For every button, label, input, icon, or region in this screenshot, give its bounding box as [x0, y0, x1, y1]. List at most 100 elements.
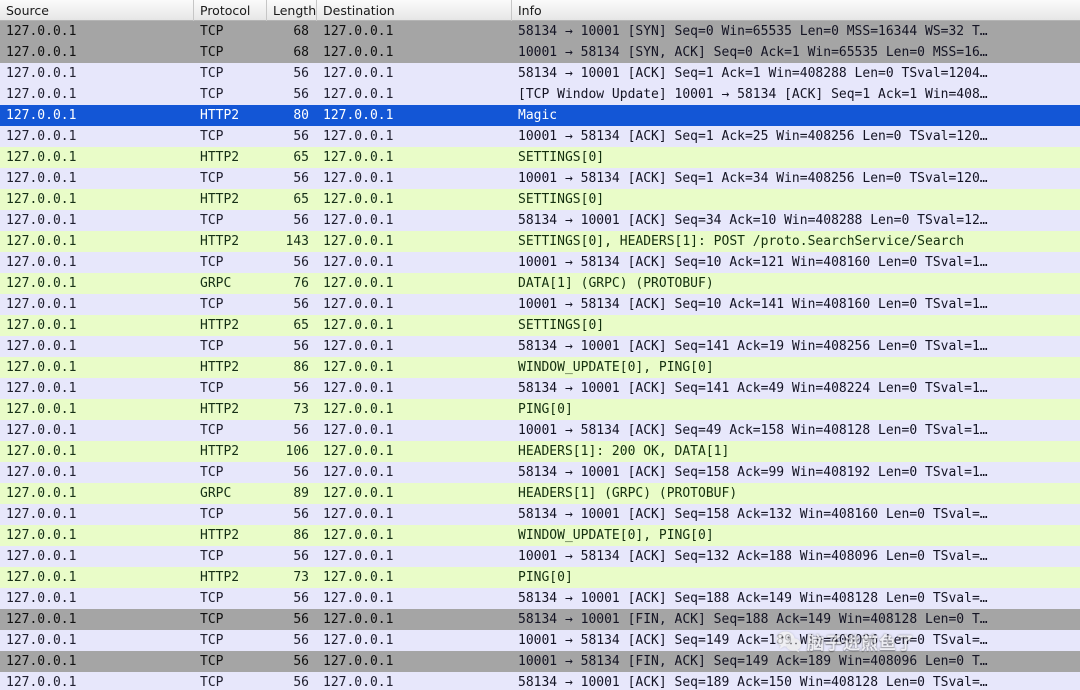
cell-length: 143	[285, 234, 309, 249]
cell-source: 127.0.0.1	[6, 423, 77, 438]
cell-length: 56	[293, 87, 309, 102]
cell-length: 56	[293, 255, 309, 270]
column-header-length[interactable]: Length	[267, 0, 317, 21]
cell-source: 127.0.0.1	[6, 45, 77, 60]
table-row[interactable]: 127.0.0.1 GRPC 89 127.0.0.1 HEADERS[1] (GRPC…	[0, 483, 1080, 504]
cell-protocol: TCP	[200, 654, 224, 669]
table-row[interactable]: 127.0.0.1 TCP 56 127.0.0.1 10001 → 58134 [AC…	[0, 630, 1080, 651]
cell-info: 58134 → 10001 [ACK] Seq=34 Ack=10 Win=40…	[518, 213, 988, 228]
table-row[interactable]: 127.0.0.1 HTTP2 73 127.0.0.1 PING[0]	[0, 567, 1080, 588]
cell-protocol: HTTP2	[200, 318, 240, 333]
cell-source: 127.0.0.1	[6, 444, 77, 459]
table-row[interactable]: 127.0.0.1 TCP 56 127.0.0.1 10001 → 58134 [AC…	[0, 252, 1080, 273]
cell-length: 56	[293, 549, 309, 564]
cell-destination: 127.0.0.1	[323, 24, 394, 39]
cell-length: 56	[293, 171, 309, 186]
table-row[interactable]: 127.0.0.1 HTTP2 65 127.0.0.1 SETTINGS[0]	[0, 147, 1080, 168]
cell-source: 127.0.0.1	[6, 675, 77, 690]
packet-list-header: Source Protocol Length Destination Info	[0, 0, 1080, 21]
table-row[interactable]: 127.0.0.1 TCP 56 127.0.0.1 58134 → 10001 [AC…	[0, 672, 1080, 690]
cell-length: 65	[293, 150, 309, 165]
cell-length: 56	[293, 129, 309, 144]
table-row[interactable]: 127.0.0.1 HTTP2 80 127.0.0.1 Magic	[0, 105, 1080, 126]
cell-length: 65	[293, 192, 309, 207]
cell-source: 127.0.0.1	[6, 486, 77, 501]
cell-info: [TCP Window Update] 10001 → 58134 [ACK] …	[518, 87, 988, 102]
table-row[interactable]: 127.0.0.1 GRPC 76 127.0.0.1 DATA[1] (GRPC) (…	[0, 273, 1080, 294]
cell-info: DATA[1] (GRPC) (PROTOBUF)	[518, 276, 714, 291]
cell-length: 56	[293, 612, 309, 627]
cell-destination: 127.0.0.1	[323, 66, 394, 81]
table-row[interactable]: 127.0.0.1 TCP 56 127.0.0.1 58134 → 10001 [AC…	[0, 504, 1080, 525]
cell-destination: 127.0.0.1	[323, 297, 394, 312]
table-row[interactable]: 127.0.0.1 TCP 56 127.0.0.1 58134 → 10001 [AC…	[0, 63, 1080, 84]
table-row[interactable]: 127.0.0.1 TCP 56 127.0.0.1 58134 → 10001 [FI…	[0, 609, 1080, 630]
cell-info: PING[0]	[518, 402, 573, 417]
cell-length: 106	[285, 444, 309, 459]
table-row[interactable]: 127.0.0.1 TCP 56 127.0.0.1 10001 → 58134 [AC…	[0, 126, 1080, 147]
table-row[interactable]: 127.0.0.1 HTTP2 73 127.0.0.1 PING[0]	[0, 399, 1080, 420]
cell-source: 127.0.0.1	[6, 381, 77, 396]
table-row[interactable]: 127.0.0.1 TCP 56 127.0.0.1 10001 → 58134 [FI…	[0, 651, 1080, 672]
cell-source: 127.0.0.1	[6, 612, 77, 627]
column-header-source[interactable]: Source	[0, 0, 194, 21]
cell-destination: 127.0.0.1	[323, 549, 394, 564]
cell-info: 58134 → 10001 [ACK] Seq=189 Ack=150 Win=…	[518, 675, 988, 690]
cell-length: 56	[293, 297, 309, 312]
table-row[interactable]: 127.0.0.1 HTTP2 143 127.0.0.1 SETTINGS[0], H…	[0, 231, 1080, 252]
table-row[interactable]: 127.0.0.1 HTTP2 65 127.0.0.1 SETTINGS[0]	[0, 189, 1080, 210]
table-row[interactable]: 127.0.0.1 TCP 56 127.0.0.1 10001 → 58134 [AC…	[0, 294, 1080, 315]
cell-source: 127.0.0.1	[6, 192, 77, 207]
table-row[interactable]: 127.0.0.1 HTTP2 86 127.0.0.1 WINDOW_UPDATE[0…	[0, 525, 1080, 546]
cell-length: 86	[293, 528, 309, 543]
cell-destination: 127.0.0.1	[323, 381, 394, 396]
cell-length: 73	[293, 402, 309, 417]
cell-destination: 127.0.0.1	[323, 255, 394, 270]
cell-source: 127.0.0.1	[6, 633, 77, 648]
column-header-destination[interactable]: Destination	[317, 0, 512, 21]
table-row[interactable]: 127.0.0.1 HTTP2 106 127.0.0.1 HEADERS[1]: 20…	[0, 441, 1080, 462]
cell-source: 127.0.0.1	[6, 129, 77, 144]
cell-length: 56	[293, 339, 309, 354]
cell-protocol: TCP	[200, 381, 224, 396]
cell-source: 127.0.0.1	[6, 570, 77, 585]
column-header-protocol[interactable]: Protocol	[194, 0, 267, 21]
table-row[interactable]: 127.0.0.1 TCP 56 127.0.0.1 10001 → 58134 [AC…	[0, 546, 1080, 567]
cell-protocol: TCP	[200, 591, 224, 606]
table-row[interactable]: 127.0.0.1 TCP 56 127.0.0.1 58134 → 10001 [AC…	[0, 336, 1080, 357]
cell-protocol: TCP	[200, 423, 224, 438]
cell-info: SETTINGS[0]	[518, 318, 605, 333]
cell-protocol: HTTP2	[200, 192, 240, 207]
table-row[interactable]: 127.0.0.1 TCP 68 127.0.0.1 10001 → 58134 [SY…	[0, 42, 1080, 63]
table-row[interactable]: 127.0.0.1 TCP 56 127.0.0.1 58134 → 10001 [AC…	[0, 210, 1080, 231]
cell-destination: 127.0.0.1	[323, 591, 394, 606]
cell-info: 58134 → 10001 [ACK] Seq=1 Ack=1 Win=4082…	[518, 66, 988, 81]
table-row[interactable]: 127.0.0.1 HTTP2 65 127.0.0.1 SETTINGS[0]	[0, 315, 1080, 336]
cell-destination: 127.0.0.1	[323, 276, 394, 291]
cell-length: 56	[293, 381, 309, 396]
table-row[interactable]: 127.0.0.1 TCP 56 127.0.0.1 [TCP Window Updat…	[0, 84, 1080, 105]
table-row[interactable]: 127.0.0.1 TCP 56 127.0.0.1 10001 → 58134 [AC…	[0, 168, 1080, 189]
column-header-info[interactable]: Info	[518, 2, 542, 18]
cell-source: 127.0.0.1	[6, 213, 77, 228]
table-row[interactable]: 127.0.0.1 HTTP2 86 127.0.0.1 WINDOW_UPDATE[0…	[0, 357, 1080, 378]
cell-info: 58134 → 10001 [ACK] Seq=141 Ack=19 Win=4…	[518, 339, 988, 354]
cell-protocol: TCP	[200, 549, 224, 564]
cell-destination: 127.0.0.1	[323, 45, 394, 60]
cell-source: 127.0.0.1	[6, 465, 77, 480]
table-row[interactable]: 127.0.0.1 TCP 56 127.0.0.1 58134 → 10001 [AC…	[0, 378, 1080, 399]
cell-protocol: HTTP2	[200, 402, 240, 417]
cell-info: 58134 → 10001 [ACK] Seq=158 Ack=99 Win=4…	[518, 465, 988, 480]
cell-destination: 127.0.0.1	[323, 402, 394, 417]
cell-length: 56	[293, 675, 309, 690]
cell-length: 56	[293, 654, 309, 669]
cell-source: 127.0.0.1	[6, 66, 77, 81]
table-row[interactable]: 127.0.0.1 TCP 56 127.0.0.1 10001 → 58134 [AC…	[0, 420, 1080, 441]
table-row[interactable]: 127.0.0.1 TCP 68 127.0.0.1 58134 → 10001 [SY…	[0, 21, 1080, 42]
cell-destination: 127.0.0.1	[323, 654, 394, 669]
table-row[interactable]: 127.0.0.1 TCP 56 127.0.0.1 58134 → 10001 [AC…	[0, 588, 1080, 609]
cell-protocol: TCP	[200, 339, 224, 354]
table-row[interactable]: 127.0.0.1 TCP 56 127.0.0.1 58134 → 10001 [AC…	[0, 462, 1080, 483]
cell-protocol: TCP	[200, 465, 224, 480]
cell-source: 127.0.0.1	[6, 591, 77, 606]
